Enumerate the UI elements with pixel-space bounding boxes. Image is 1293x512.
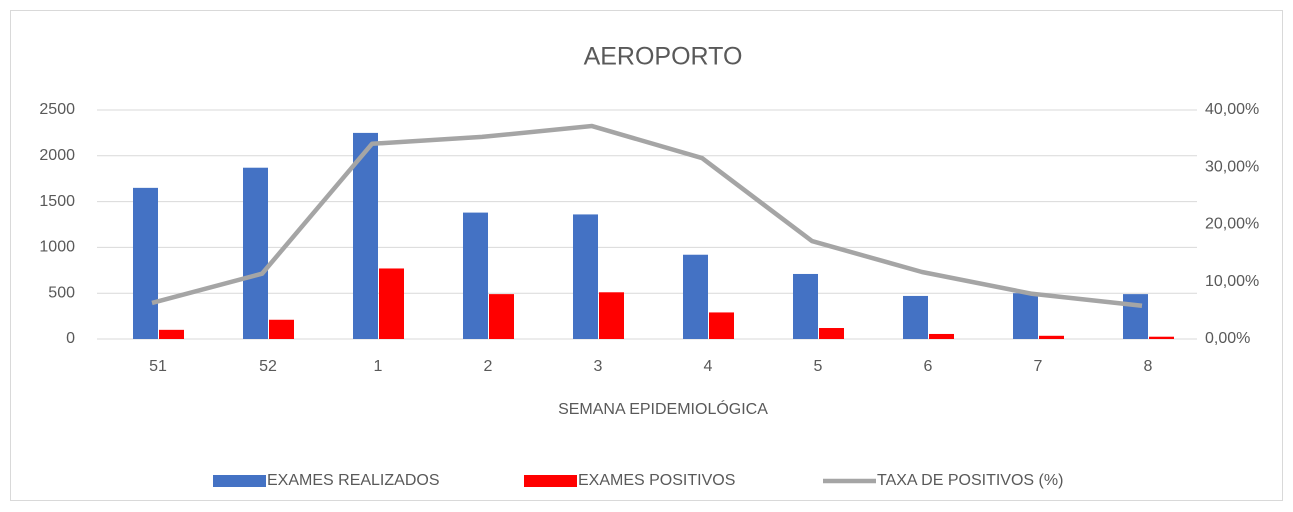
bar bbox=[599, 292, 624, 339]
x-tick-label: 5 bbox=[814, 358, 823, 375]
bar bbox=[573, 214, 598, 339]
x-tick-label: 52 bbox=[259, 358, 277, 375]
y2-tick-label: 40,00% bbox=[1205, 101, 1259, 118]
legend-label: EXAMES REALIZADOS bbox=[267, 472, 440, 489]
line-series bbox=[151, 123, 1143, 309]
x-tick-label: 6 bbox=[924, 358, 933, 375]
bar bbox=[489, 294, 514, 339]
y2-tick-label: 30,00% bbox=[1205, 158, 1259, 175]
bar bbox=[463, 212, 488, 339]
x-tick-label: 4 bbox=[704, 358, 713, 375]
bar bbox=[269, 319, 294, 339]
chart-title: AEROPORTO bbox=[584, 43, 743, 71]
x-tick-label: 2 bbox=[484, 358, 493, 375]
x-tick-label: 1 bbox=[374, 358, 383, 375]
legend-label: TAXA DE POSITIVOS (%) bbox=[877, 472, 1063, 489]
y2-tick-label: 20,00% bbox=[1205, 216, 1259, 233]
y-tick-label: 0 bbox=[66, 330, 75, 347]
x-tick-label: 3 bbox=[594, 358, 603, 375]
y-tick-label: 1000 bbox=[39, 239, 75, 256]
x-tick-label: 51 bbox=[149, 358, 167, 375]
legend-label: EXAMES POSITIVOS bbox=[578, 472, 735, 489]
bar bbox=[1149, 336, 1174, 339]
bar bbox=[793, 273, 818, 339]
chart-border bbox=[10, 10, 1283, 501]
bar bbox=[683, 254, 708, 339]
bar bbox=[1013, 293, 1038, 339]
bar bbox=[1039, 335, 1064, 339]
y-tick-label: 1500 bbox=[39, 193, 75, 210]
x-axis-title: SEMANA EPIDEMIOLÓGICA bbox=[558, 399, 768, 418]
x-tick-label: 7 bbox=[1034, 358, 1043, 375]
bar bbox=[159, 329, 184, 339]
y2-tick-label: 10,00% bbox=[1205, 273, 1259, 290]
bar bbox=[819, 328, 844, 339]
bar bbox=[903, 295, 928, 339]
bar bbox=[929, 333, 954, 339]
x-tick-label: 8 bbox=[1144, 358, 1153, 375]
bar bbox=[243, 167, 268, 339]
y2-tick-label: 0,00% bbox=[1205, 330, 1250, 347]
y-tick-label: 500 bbox=[48, 284, 75, 301]
y-tick-label: 2000 bbox=[39, 147, 75, 164]
y-tick-label: 2500 bbox=[39, 101, 75, 118]
legend-swatch bbox=[524, 475, 577, 487]
bar bbox=[353, 132, 378, 339]
bar bbox=[1123, 294, 1148, 339]
bar bbox=[133, 187, 158, 339]
bar bbox=[709, 312, 734, 339]
bar bbox=[379, 268, 404, 339]
legend-swatch bbox=[213, 475, 266, 487]
